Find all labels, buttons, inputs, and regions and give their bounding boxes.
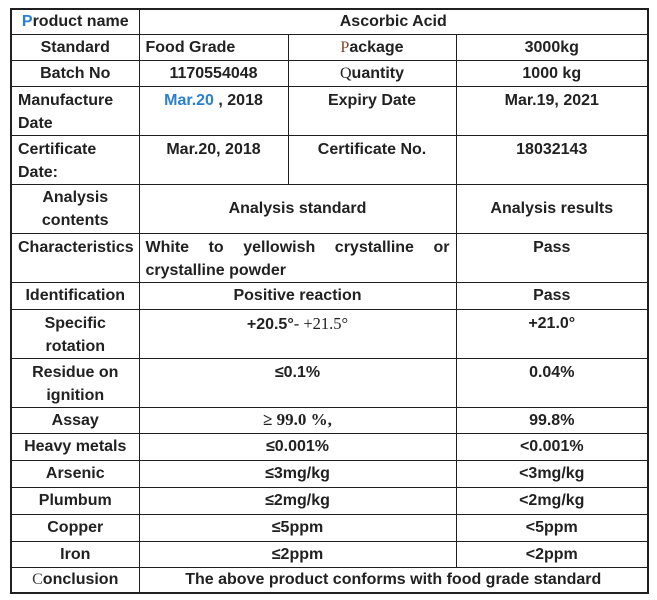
characteristics-result: Pass bbox=[455, 232, 649, 283]
certificate-date-label-line1: Certificate bbox=[18, 140, 97, 158]
assay-result: 99.8% bbox=[455, 406, 649, 434]
manufacture-value-rest: , 2018 bbox=[213, 91, 263, 109]
residue-label-line1: Residue on bbox=[32, 363, 119, 381]
package-label-rest: ackage bbox=[349, 38, 404, 56]
plumbum-result: <2mg/kg bbox=[455, 486, 649, 515]
assay-standard: ≥ 99.0 %, bbox=[138, 406, 457, 434]
residue-standard: ≤0.1% bbox=[138, 357, 457, 408]
iron-result: <2ppm bbox=[455, 540, 649, 568]
row-heavy-metals: Heavy metals ≤0.001% <0.001% bbox=[10, 432, 649, 461]
characteristics-label: Characteristics bbox=[10, 232, 140, 283]
coa-table: Product name Ascorbic Acid Standard Food… bbox=[10, 8, 650, 594]
row-copper: Copper ≤5ppm <5ppm bbox=[10, 513, 649, 542]
arsenic-standard: ≤3mg/kg bbox=[138, 459, 457, 488]
row-characteristics: Characteristics White to yellowish cryst… bbox=[10, 232, 649, 283]
conclusion-label-cell: Conclusion bbox=[10, 566, 140, 594]
batch-value: 1170554048 bbox=[138, 59, 289, 87]
row-assay: Assay ≥ 99.0 %, 99.8% bbox=[10, 406, 649, 434]
characteristics-standard-line2: crystalline powder bbox=[145, 261, 287, 279]
identification-standard: Positive reaction bbox=[138, 281, 457, 310]
row-residue: Residue on ignition ≤0.1% 0.04% bbox=[10, 357, 649, 408]
conclusion-value: The above product conforms with food gra… bbox=[138, 566, 649, 594]
quantity-label-cell: Quantity bbox=[287, 59, 457, 87]
product-label-cell: Product name bbox=[10, 8, 140, 35]
row-certificate: Certificate Date: Mar.20, 2018 Certificat… bbox=[10, 134, 649, 185]
conclusion-label-initial: C bbox=[32, 571, 43, 589]
analysis-contents-line1: Analysis bbox=[42, 188, 109, 206]
assay-standard-text: ≥ 99.0 %, bbox=[263, 410, 332, 429]
certificate-no-label: Certificate No. bbox=[287, 134, 457, 185]
residue-result: 0.04% bbox=[455, 357, 649, 408]
row-iron: Iron ≤2ppm <2ppm bbox=[10, 540, 649, 568]
product-label-rest: roduct name bbox=[32, 13, 129, 31]
row-manufacture-expiry: Manufacture Date Mar.20 , 2018 Expiry Dat… bbox=[10, 85, 649, 136]
quantity-label-rest: uantity bbox=[351, 64, 404, 82]
specific-rotation-label-line1: Specific bbox=[44, 314, 106, 332]
row-conclusion: Conclusion The above product conforms wi… bbox=[10, 566, 649, 594]
row-plumbum: Plumbum ≤2mg/kg <2mg/kg bbox=[10, 486, 649, 515]
copper-standard: ≤5ppm bbox=[138, 513, 457, 542]
identification-label: Identification bbox=[10, 281, 140, 310]
specific-rotation-standard-serif: - +21.5° bbox=[293, 313, 349, 333]
standard-value: Food Grade bbox=[138, 33, 289, 61]
manufacture-label: Manufacture Date bbox=[10, 85, 140, 136]
certificate-date-value: Mar.20, 2018 bbox=[138, 134, 289, 185]
row-identification: Identification Positive reaction Pass bbox=[10, 281, 649, 310]
residue-label-line2: ignition bbox=[46, 386, 105, 404]
plumbum-label: Plumbum bbox=[10, 486, 140, 515]
batch-label: Batch No bbox=[10, 59, 140, 87]
specific-rotation-standard-main: +20.5° bbox=[246, 315, 294, 333]
product-label-initial: P bbox=[21, 13, 33, 31]
row-arsenic: Arsenic ≤3mg/kg <3mg/kg bbox=[10, 459, 649, 488]
residue-label: Residue on ignition bbox=[10, 357, 140, 408]
row-specific-rotation: Specific rotation +20.5°- +21.5° +21.0° bbox=[10, 308, 649, 359]
quantity-value: 1000 kg bbox=[455, 59, 649, 87]
arsenic-result: <3mg/kg bbox=[455, 459, 649, 488]
manufacture-label-line1: Manufacture bbox=[18, 91, 114, 109]
package-value: 3000kg bbox=[455, 33, 649, 61]
iron-standard: ≤2ppm bbox=[138, 540, 457, 568]
copper-label: Copper bbox=[10, 513, 140, 542]
characteristics-standard: White to yellowish crystalline or crystal… bbox=[138, 232, 457, 283]
package-label-initial: P bbox=[340, 38, 350, 56]
identification-result: Pass bbox=[455, 281, 649, 310]
analysis-contents-line2: contents bbox=[41, 211, 109, 229]
analysis-standard-header: Analysis standard bbox=[138, 183, 457, 234]
specific-rotation-standard: +20.5°- +21.5° bbox=[138, 308, 457, 359]
package-label-cell: Package bbox=[287, 33, 457, 61]
certificate-date-label: Certificate Date: bbox=[10, 134, 140, 185]
row-batch-quantity: Batch No 1170554048 Quantity 1000 kg bbox=[10, 59, 649, 87]
heavy-metals-label: Heavy metals bbox=[10, 432, 140, 461]
characteristics-standard-line1: White to yellowish crystalline or bbox=[145, 238, 450, 256]
specific-rotation-result: +21.0° bbox=[455, 308, 649, 359]
heavy-metals-result: <0.001% bbox=[455, 432, 649, 461]
assay-label: Assay bbox=[10, 406, 140, 434]
manufacture-value-highlight: Mar.20 bbox=[164, 91, 214, 109]
product-value: Ascorbic Acid bbox=[138, 8, 649, 35]
expiry-label: Expiry Date bbox=[287, 85, 457, 136]
plumbum-standard: ≤2mg/kg bbox=[138, 486, 457, 515]
manufacture-label-line2: Date bbox=[18, 114, 53, 132]
specific-rotation-label: Specific rotation bbox=[10, 308, 140, 359]
row-analysis-header: Analysis contents Analysis standard Analy… bbox=[10, 183, 649, 234]
conclusion-label-rest: onclusion bbox=[42, 571, 119, 589]
row-standard-package: Standard Food Grade Package 3000kg bbox=[10, 33, 649, 61]
copper-result: <5ppm bbox=[455, 513, 649, 542]
certificate-date-label-line2: Date: bbox=[18, 163, 59, 181]
certificate-no-value: 18032143 bbox=[455, 134, 649, 185]
quantity-label-initial: Q bbox=[339, 64, 352, 82]
iron-label: Iron bbox=[10, 540, 140, 568]
specific-rotation-label-line2: rotation bbox=[45, 337, 106, 355]
arsenic-label: Arsenic bbox=[10, 459, 140, 488]
expiry-value: Mar.19, 2021 bbox=[455, 85, 649, 136]
analysis-contents-label: Analysis contents bbox=[10, 183, 140, 234]
manufacture-value: Mar.20 , 2018 bbox=[138, 85, 289, 136]
heavy-metals-standard: ≤0.001% bbox=[138, 432, 457, 461]
analysis-results-header: Analysis results bbox=[455, 183, 649, 234]
standard-label: Standard bbox=[10, 33, 140, 61]
row-product: Product name Ascorbic Acid bbox=[10, 8, 649, 35]
